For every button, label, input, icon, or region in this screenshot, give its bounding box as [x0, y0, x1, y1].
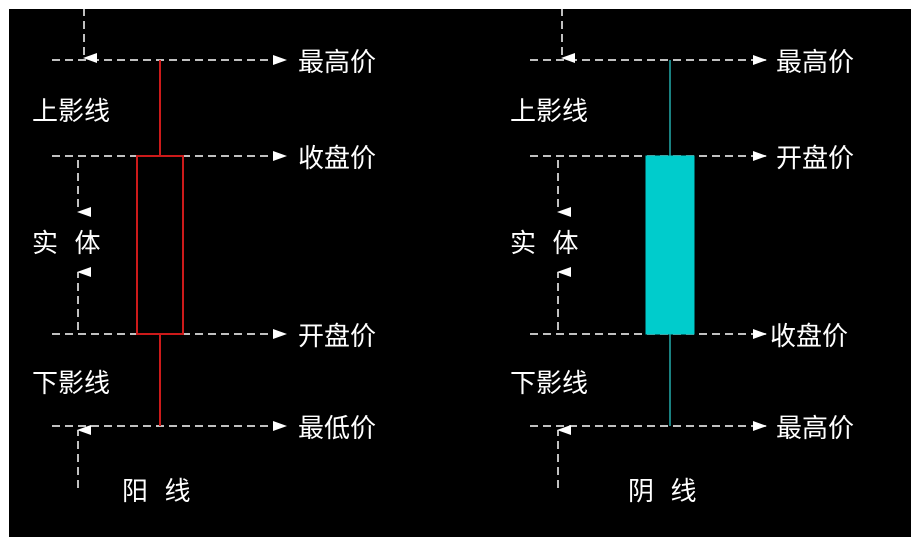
yang-open-label: 开盘价	[298, 322, 376, 352]
yin-body-label: 实 体	[510, 229, 579, 259]
yin-candle-body	[645, 155, 695, 335]
yang-upper-shadow-label: 上影线	[32, 97, 110, 127]
yin-upper-shadow-label: 上影线	[510, 97, 588, 127]
yin-high-label: 最高价	[776, 48, 854, 78]
yang-lower-shadow-label: 下影线	[32, 369, 110, 399]
yin-low-label: 最高价	[776, 414, 854, 444]
yin-caption: 阴 线	[628, 477, 697, 507]
yang-caption: 阳 线	[122, 477, 191, 507]
yang-low-label: 最低价	[298, 414, 376, 444]
yin-close-label: 收盘价	[770, 322, 848, 352]
yin-lower-shadow-label: 下影线	[510, 369, 588, 399]
diagram-frame	[7, 7, 913, 539]
yang-close-label: 收盘价	[298, 144, 376, 174]
yang-body-label: 实 体	[32, 229, 101, 259]
yin-open-label: 开盘价	[776, 144, 854, 174]
yang-high-label: 最高价	[298, 48, 376, 78]
